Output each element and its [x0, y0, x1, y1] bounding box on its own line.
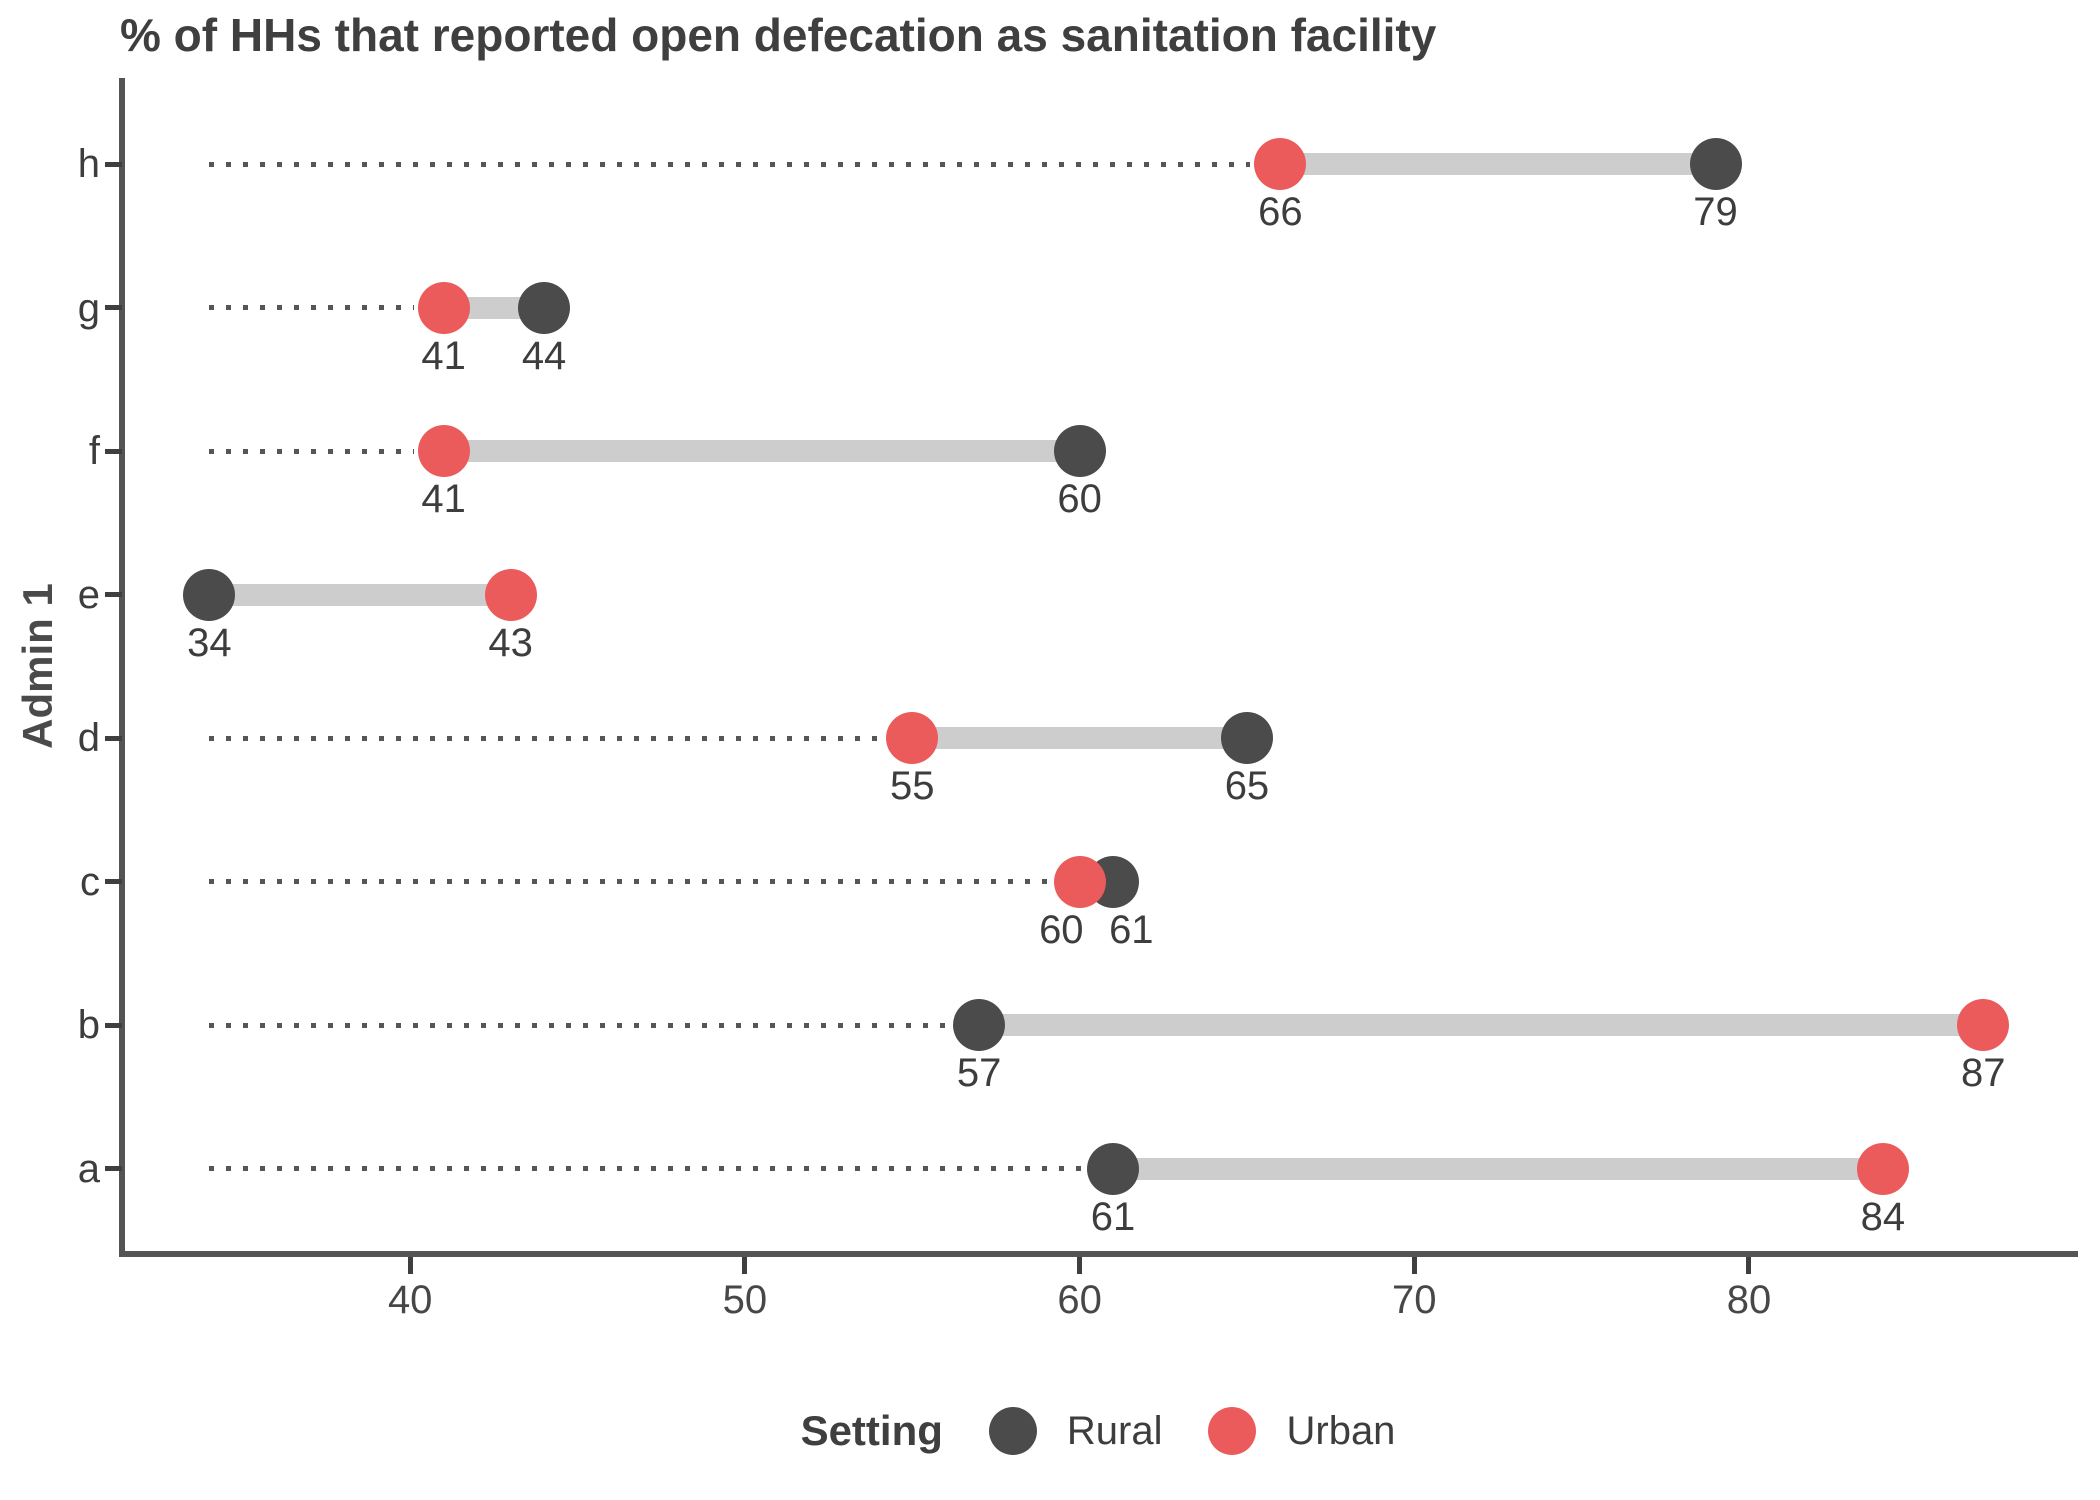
x-tick-label: 50 — [722, 1278, 768, 1322]
dumbbell-bar — [443, 440, 1080, 462]
chart-title: % of HHs that reported open defecation a… — [120, 9, 1437, 61]
rural-point — [1689, 138, 1742, 190]
dumbbell-bar — [1113, 1157, 1883, 1180]
y-tick-label: b — [77, 1003, 100, 1047]
y-tick-label: h — [77, 142, 100, 186]
y-tick-label: g — [77, 285, 100, 330]
rural-point — [518, 281, 571, 334]
legend-item-rural: Rural — [988, 1407, 1163, 1455]
x-tick-label: 80 — [1726, 1278, 1772, 1322]
value-label: 87 — [1961, 1051, 2006, 1095]
urban-point — [417, 281, 470, 334]
y-tick — [105, 879, 122, 884]
y-axis-line — [119, 78, 125, 1257]
legend-item-urban: Urban — [1208, 1407, 1395, 1455]
value-label: 61 — [1090, 1194, 1136, 1239]
y-tick-label: e — [77, 572, 100, 617]
value-label: 60 — [1039, 907, 1084, 952]
value-label: 79 — [1693, 190, 1738, 234]
y-tick — [105, 735, 122, 741]
value-label: 43 — [488, 620, 533, 665]
rural-point — [1220, 712, 1273, 764]
legend-label: Urban — [1286, 1408, 1396, 1453]
rural-point — [183, 568, 236, 621]
y-tick-label: f — [88, 429, 100, 473]
dot-guide — [209, 735, 883, 741]
dumbbell-bar — [209, 583, 511, 606]
urban-point — [886, 712, 939, 764]
rural-swatch-icon — [988, 1407, 1037, 1455]
value-label: 34 — [187, 620, 232, 665]
y-tick — [105, 1166, 122, 1171]
rural-point — [953, 999, 1006, 1051]
value-label: 66 — [1258, 190, 1303, 234]
dot-guide — [209, 879, 1050, 884]
y-tick — [105, 592, 122, 597]
dot-guide — [209, 161, 1251, 167]
y-tick-label: d — [77, 716, 100, 760]
dot-guide — [209, 305, 414, 310]
x-tick — [742, 1257, 748, 1274]
x-tick — [1411, 1257, 1417, 1274]
x-axis-line — [119, 1251, 2078, 1257]
y-tick — [105, 1022, 122, 1028]
value-label: 65 — [1224, 764, 1270, 808]
urban-point — [1957, 999, 2010, 1051]
urban-point — [1856, 1142, 1909, 1195]
urban-point — [1254, 138, 1307, 190]
legend: Setting Rural Urban — [119, 1396, 2077, 1466]
value-label: 44 — [521, 333, 567, 378]
rural-point — [1087, 1142, 1140, 1195]
urban-swatch-icon — [1208, 1407, 1257, 1455]
x-tick-label: 40 — [387, 1278, 433, 1322]
value-label: 61 — [1109, 907, 1154, 952]
x-tick — [1746, 1257, 1752, 1274]
urban-point — [1053, 855, 1106, 908]
dot-guide — [209, 1022, 950, 1028]
dumbbell-bar — [912, 727, 1247, 749]
value-label: 55 — [889, 764, 935, 808]
value-label: 41 — [421, 333, 466, 378]
dot-guide — [209, 448, 414, 454]
x-tick-label: 60 — [1057, 1278, 1102, 1322]
dot-guide — [209, 1166, 1084, 1171]
y-tick-label: c — [80, 859, 100, 904]
x-tick — [1077, 1257, 1083, 1274]
x-tick — [407, 1257, 413, 1274]
legend-title: Setting — [800, 1407, 943, 1454]
y-tick — [105, 448, 122, 454]
dumbbell-bar — [1280, 153, 1716, 175]
rural-point — [1053, 425, 1106, 477]
legend-label: Rural — [1066, 1408, 1163, 1453]
value-label: 84 — [1860, 1194, 1906, 1239]
urban-point — [417, 425, 470, 477]
y-tick-label: a — [77, 1146, 100, 1191]
urban-point — [484, 568, 537, 621]
y-tick — [105, 305, 122, 310]
y-tick — [105, 161, 122, 167]
dumbbell-bar — [979, 1014, 1984, 1036]
value-label: 60 — [1057, 477, 1102, 521]
value-label: 41 — [421, 477, 466, 521]
value-label: 57 — [956, 1051, 1002, 1095]
x-tick-label: 70 — [1392, 1278, 1437, 1322]
